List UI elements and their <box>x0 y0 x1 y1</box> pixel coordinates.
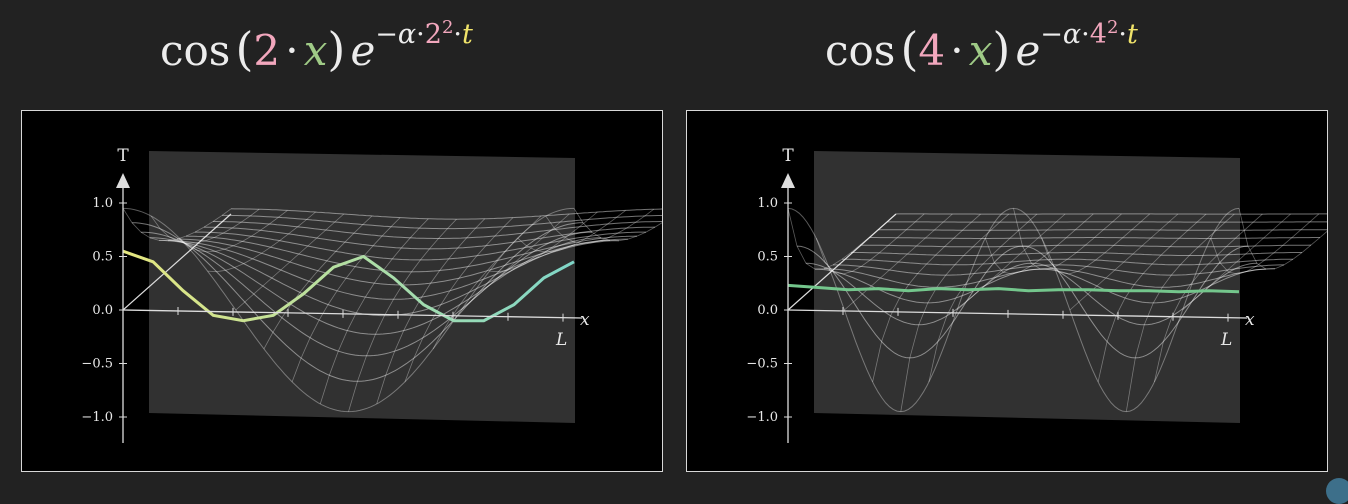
euler-e: e <box>1015 26 1040 75</box>
close-paren: ) <box>327 22 345 76</box>
exponent: −α·22·t <box>375 19 473 50</box>
formula-left: cos (2 · x) e−α·22·t <box>160 22 473 76</box>
grid-line <box>1239 208 1327 269</box>
surface-plane <box>149 151 575 423</box>
multiply-dot: · <box>950 26 963 75</box>
x-end-label: L <box>555 330 567 350</box>
exponent-time: t <box>462 19 473 50</box>
exponent-frequency: 4 <box>1090 19 1107 50</box>
formula-right: cos (4 · x) e−α·42·t <box>825 22 1138 76</box>
x-end-label: L <box>1220 330 1232 350</box>
y-axis-arrow <box>781 173 795 188</box>
y-tick-label: 0.0 <box>757 303 778 318</box>
x-axis-label: x <box>1245 310 1255 330</box>
exponent-dot-2: · <box>453 19 462 50</box>
y-tick-label: 0.5 <box>92 250 113 265</box>
cos-function: cos <box>160 26 230 75</box>
plot-right-svg: 1.0 0.5 0.0 −0.5 −1.0 TxL <box>687 111 1327 471</box>
y-tick-label: −0.5 <box>746 357 778 372</box>
cos-function: cos <box>825 26 895 75</box>
x-axis-label: x <box>580 310 590 330</box>
exponent: −α·42·t <box>1040 19 1138 50</box>
exponent-dot-2: · <box>1118 19 1127 50</box>
y-tick-label: 0.5 <box>757 250 778 265</box>
exponent-dot: · <box>416 19 425 50</box>
y-tick-label: 1.0 <box>757 196 778 211</box>
frequency-number: 4 <box>918 26 945 75</box>
y-tick-label: −1.0 <box>81 410 113 425</box>
open-paren: ( <box>235 22 253 76</box>
exponent-square: 2 <box>1107 17 1118 38</box>
y-tick-label: 0.0 <box>92 303 113 318</box>
corner-logo <box>1326 478 1348 504</box>
y-tick-label: 1.0 <box>92 196 113 211</box>
close-paren: ) <box>992 22 1010 76</box>
y-axis-label: T <box>782 146 794 166</box>
open-paren: ( <box>900 22 918 76</box>
y-axis-arrow <box>116 173 130 188</box>
multiply-dot: · <box>285 26 298 75</box>
exponent-time: t <box>1127 19 1138 50</box>
exponent-frequency: 2 <box>425 19 442 50</box>
frequency-number: 2 <box>253 26 280 75</box>
x-variable: x <box>969 26 993 75</box>
y-tick-label: −0.5 <box>81 357 113 372</box>
exponent-minus: − <box>375 19 398 50</box>
y-axis-label: T <box>117 146 129 166</box>
x-variable: x <box>304 26 328 75</box>
y-tick-label: −1.0 <box>746 410 778 425</box>
exponent-minus: − <box>1040 19 1063 50</box>
exponent-alpha: α <box>398 19 416 50</box>
exponent-dot: · <box>1081 19 1090 50</box>
exponent-square: 2 <box>442 17 453 38</box>
exponent-alpha: α <box>1063 19 1081 50</box>
euler-e: e <box>350 26 375 75</box>
plot-left-svg: 1.0 0.5 0.0 −0.5 −1.0 TxL <box>22 111 662 471</box>
